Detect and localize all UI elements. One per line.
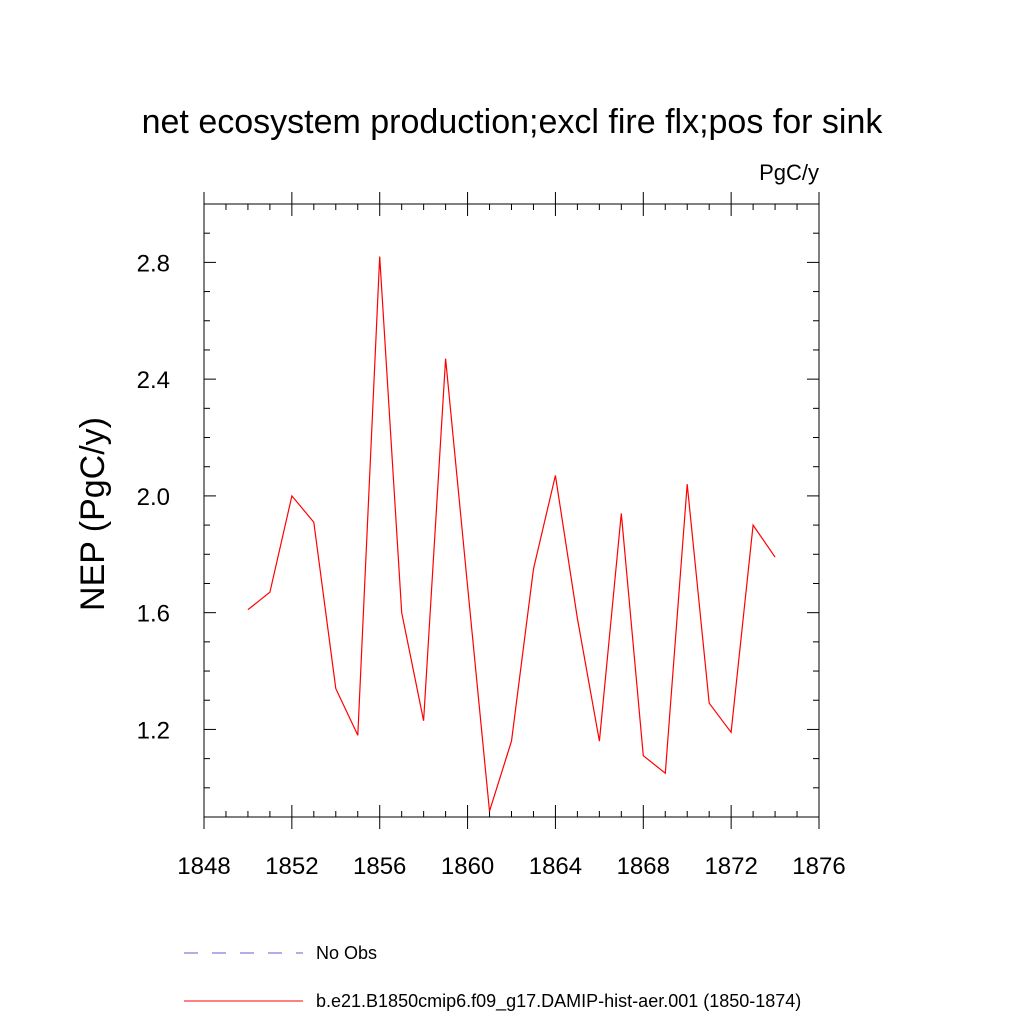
x-tick-label: 1868 bbox=[617, 853, 670, 880]
y-tick-label: 1.2 bbox=[137, 717, 170, 744]
x-tick-label: 1856 bbox=[353, 853, 406, 880]
legend-label: b.e21.B1850cmip6.f09_g17.DAMIP-hist-aer.… bbox=[316, 991, 801, 1012]
y-tick-label: 2.4 bbox=[137, 367, 170, 394]
series-line bbox=[247, 256, 776, 812]
x-tick-label: 1848 bbox=[177, 853, 230, 880]
x-tick-label: 1852 bbox=[265, 853, 318, 880]
legend: No Obs b.e21.B1850cmip6.f09_g17.DAMIP-his… bbox=[184, 943, 801, 1012]
x-tick-label: 1876 bbox=[792, 853, 845, 880]
legend-entry: No Obs bbox=[184, 943, 377, 963]
chart-title: net ecosystem production;excl fire flx;p… bbox=[142, 103, 884, 141]
plot-frame bbox=[203, 203, 820, 818]
axis-tick-labels: 1848 1852 1856 1860 1864 1868 1872 1876 1.2 1.6 2.… bbox=[137, 250, 846, 880]
y-tick-label: 1.6 bbox=[137, 601, 170, 628]
units-label: PgC/y bbox=[759, 160, 819, 185]
axis-ticks bbox=[203, 192, 820, 829]
x-tick-label: 1864 bbox=[529, 853, 582, 880]
y-tick-label: 2.8 bbox=[137, 250, 170, 277]
legend-entry: b.e21.B1850cmip6.f09_g17.DAMIP-hist-aer.… bbox=[184, 991, 801, 1012]
x-tick-label: 1872 bbox=[704, 853, 757, 880]
x-tick-label: 1860 bbox=[441, 853, 494, 880]
y-tick-label: 2.0 bbox=[137, 484, 170, 511]
data-series bbox=[247, 256, 776, 812]
y-axis-label: NEP (PgC/y) bbox=[74, 417, 112, 611]
legend-label: No Obs bbox=[316, 943, 377, 963]
